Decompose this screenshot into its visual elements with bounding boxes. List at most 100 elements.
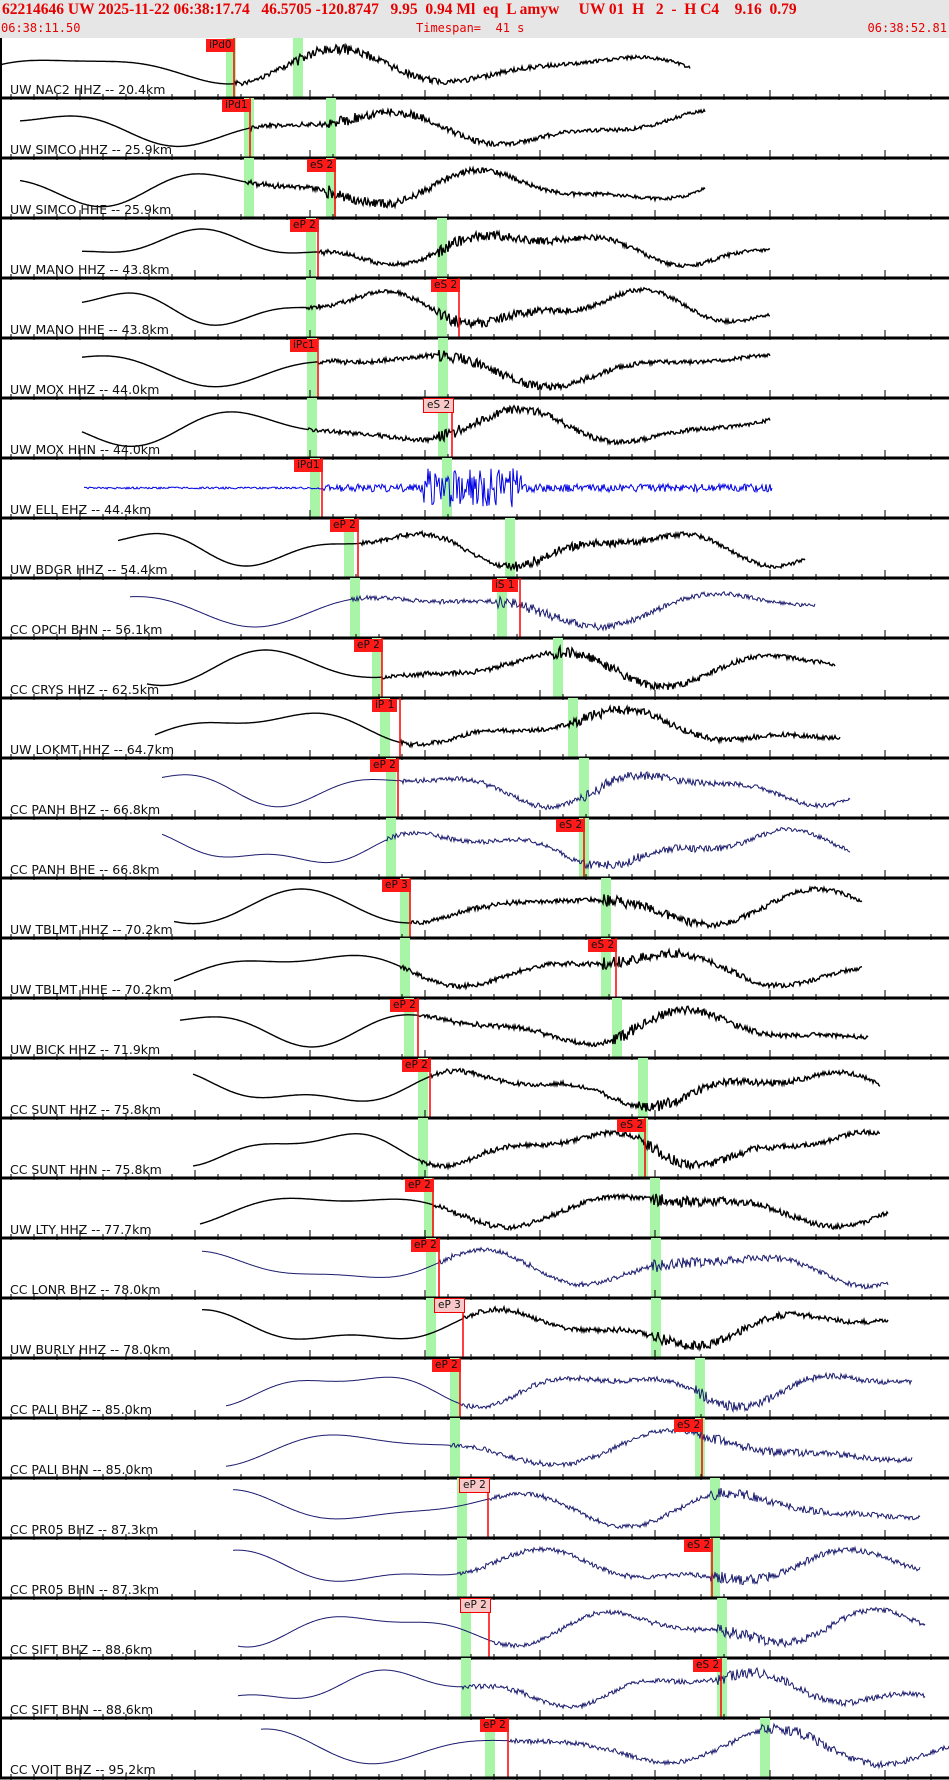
pick-label[interactable]: eS 2: [693, 1659, 723, 1672]
pick-label[interactable]: eS 2: [422, 398, 455, 413]
pick-label[interactable]: eP 3: [382, 879, 411, 892]
station-label: UW NAC2 HHZ -- 20.4km: [10, 82, 166, 97]
pick-label[interactable]: iPd0: [206, 39, 235, 52]
waveform: [161, 827, 851, 870]
pick-label[interactable]: eP 2: [411, 1239, 440, 1252]
arrival-window: [380, 698, 390, 758]
waveform: [237, 1606, 926, 1650]
pick-label[interactable]: eP 2: [405, 1179, 434, 1192]
pick-label[interactable]: eP 2: [480, 1719, 509, 1732]
waveform: [146, 643, 836, 691]
trace-row[interactable]: eS 2 CC PALI BHN -- 85.0km: [0, 1418, 949, 1480]
trace-row[interactable]: eP 2 CC SUNT HHZ -- 75.8km: [0, 1058, 949, 1120]
trace-row[interactable]: eS 2 UW SIMCO HHE -- 25.9km: [0, 158, 949, 220]
station-label: UW SIMCO HHE -- 25.9km: [10, 202, 172, 217]
trace-row[interactable]: eS 2 CC PR05 BHN -- 87.3km: [0, 1538, 949, 1600]
trace-row[interactable]: eP 2 UW BICK HHZ -- 71.9km: [0, 998, 949, 1060]
trace-row[interactable]: eS 2 CC PANH BHE -- 66.8km: [0, 818, 949, 880]
waveform: [81, 404, 771, 447]
trace-row[interactable]: eS 2 UW MANO HHE -- 43.8km: [0, 278, 949, 340]
pick-label[interactable]: eS 2: [674, 1419, 704, 1432]
arrival-window: [307, 338, 317, 398]
trace-row[interactable]: eP 3 UW TBLMT HHZ -- 70.2km: [0, 878, 949, 940]
seismogram-panel[interactable]: iPd0 UW NAC2 HHZ -- 20.4km iPd1 UW SIMCO HH…: [0, 38, 949, 1780]
trace-row[interactable]: eP 2 CC SIFT BHZ -- 88.6km: [0, 1598, 949, 1660]
arrival-window: [461, 1658, 471, 1718]
trace-row[interactable]: eS 2 CC SUNT HHN -- 75.8km: [0, 1118, 949, 1180]
arrival-window: [344, 518, 354, 578]
pick-label[interactable]: eS 2: [307, 159, 337, 172]
pick-label[interactable]: eP 2: [459, 1478, 490, 1493]
arrival-window: [418, 1118, 428, 1178]
waveform: [161, 771, 851, 811]
trace-row[interactable]: eP 2 CC VOIT BHZ -- 95.2km: [0, 1718, 949, 1780]
arrival-window: [437, 278, 447, 338]
trace-row[interactable]: eP 2 CC CRYS HHZ -- 62.5km: [0, 638, 949, 700]
pick-label[interactable]: eP 2: [432, 1359, 461, 1372]
trace-row[interactable]: eP 2 UW MANO HHZ -- 43.8km: [0, 218, 949, 280]
arrival-window: [505, 518, 515, 578]
trace-row[interactable]: eS 2 CC SIFT BHN -- 88.6km: [0, 1658, 949, 1720]
pick-label[interactable]: eP 2: [354, 639, 383, 652]
pick-label[interactable]: eS 2: [556, 819, 586, 832]
trace-row[interactable]: eP 2 CC PR05 BHZ -- 87.3km: [0, 1478, 949, 1540]
trace-row[interactable]: eS 2 UW MOX HHN -- 44.0km: [0, 398, 949, 460]
pick-label[interactable]: iPc1: [290, 339, 318, 352]
pick-label[interactable]: eP 2: [330, 519, 359, 532]
arrival-window: [450, 1418, 460, 1478]
trace-row[interactable]: iPc1 UW MOX HHZ -- 44.0km: [0, 338, 949, 400]
waveform: [225, 1428, 913, 1469]
station-label: CC VOIT BHZ -- 95.2km: [10, 1762, 156, 1777]
station-label: UW BDGR HHZ -- 54.4km: [10, 562, 168, 577]
trace-row[interactable]: iPd0 UW NAC2 HHZ -- 20.4km: [0, 38, 949, 100]
pick-label[interactable]: eP 2: [460, 1598, 491, 1613]
station-label: UW TBLMT HHE -- 70.2km: [10, 982, 172, 997]
station-label: UW MANO HHZ -- 43.8km: [10, 262, 170, 277]
waveform: [260, 1722, 949, 1770]
trace-row[interactable]: iS 1 CC OPCH BHN -- 56.1km: [0, 578, 949, 640]
arrival-window: [579, 758, 589, 818]
pick-label[interactable]: eS 2: [684, 1539, 714, 1552]
pick-label[interactable]: eS 2: [617, 1119, 647, 1132]
waveform: [192, 1127, 880, 1171]
trace-row[interactable]: eS 2 UW TBLMT HHE -- 70.2km: [0, 938, 949, 1000]
pick-label[interactable]: eP 3: [434, 1298, 465, 1313]
pick-label[interactable]: eS 2: [431, 279, 461, 292]
arrival-window: [457, 1478, 467, 1538]
waveform: [202, 1304, 889, 1352]
arrival-window: [442, 458, 452, 518]
station-label: UW LTY HHZ -- 77.7km: [10, 1222, 152, 1237]
arrival-window: [400, 878, 410, 938]
arrival-window: [424, 1178, 434, 1238]
arrival-window: [601, 878, 611, 938]
station-label: UW LOKMT HHZ -- 64.7km: [10, 742, 175, 757]
waveform: [233, 1488, 921, 1530]
arrival-window: [226, 38, 236, 98]
trace-row[interactable]: eP 2 CC PALI BHZ -- 85.0km: [0, 1358, 949, 1420]
station-label: CC PR05 BHN -- 87.3km: [10, 1582, 160, 1597]
trace-row[interactable]: eP 2 UW BDGR HHZ -- 54.4km: [0, 518, 949, 580]
station-label: UW BURLY HHZ -- 78.0km: [10, 1342, 171, 1357]
trace-row[interactable]: eP 2 CC PANH BHZ -- 66.8km: [0, 758, 949, 820]
trace-row[interactable]: eP 2 UW LTY HHZ -- 77.7km: [0, 1178, 949, 1240]
arrival-window: [438, 398, 448, 458]
pick-label[interactable]: iS 1: [492, 579, 518, 592]
trace-row[interactable]: iPd1 UW SIMCO HHZ -- 25.9km: [0, 98, 949, 160]
trace-row[interactable]: iPd1 UW ELL EHZ -- 44.4km: [0, 458, 949, 520]
station-label: UW MANO HHE -- 43.8km: [10, 322, 169, 337]
pick-label[interactable]: eP 2: [390, 999, 419, 1012]
pick-label[interactable]: iP 1: [372, 699, 398, 712]
pick-label[interactable]: iPd1: [294, 459, 323, 472]
arrival-window: [710, 1478, 720, 1538]
pick-label[interactable]: iPd1: [222, 99, 251, 112]
pick-label[interactable]: eP 2: [290, 219, 319, 232]
station-label: UW BICK HHZ -- 71.9km: [10, 1042, 161, 1057]
station-label: UW ELL EHZ -- 44.4km: [10, 502, 152, 517]
trace-row[interactable]: iP 1 UW LOKMT HHZ -- 64.7km: [0, 698, 949, 760]
pick-label[interactable]: eP 2: [370, 759, 399, 772]
pick-label[interactable]: eS 2: [588, 939, 618, 952]
trace-row[interactable]: eP 2 CC LONR BHZ -- 78.0km: [0, 1238, 949, 1300]
station-label: CC SIFT BHN -- 88.6km: [10, 1702, 154, 1717]
trace-row[interactable]: eP 3 UW BURLY HHZ -- 78.0km: [0, 1298, 949, 1360]
pick-label[interactable]: eP 2: [402, 1059, 431, 1072]
